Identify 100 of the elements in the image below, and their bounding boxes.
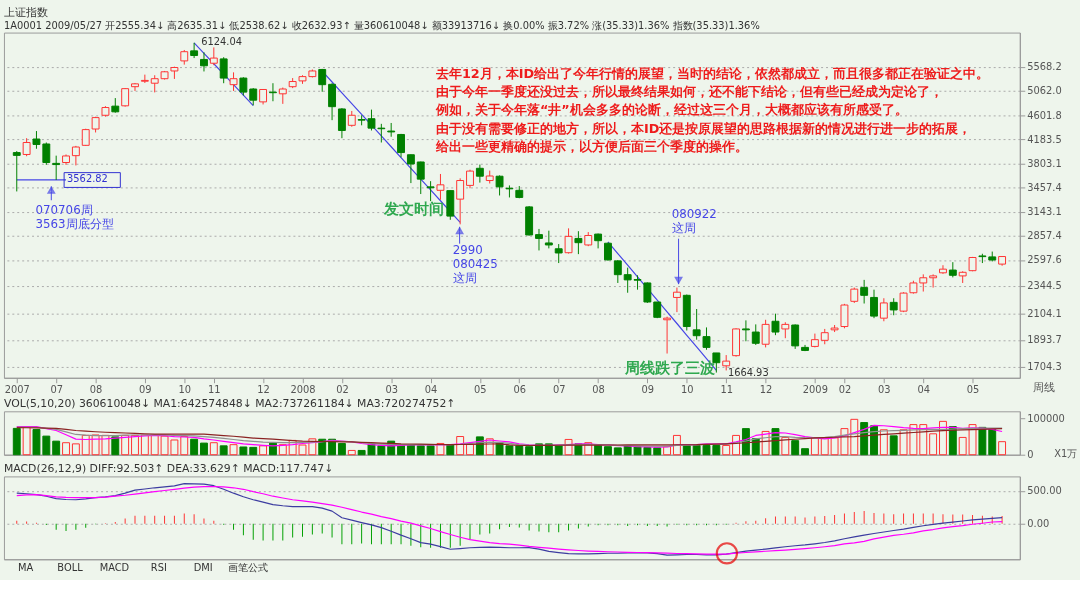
y-tick-label: 5062.0 <box>1027 85 1062 97</box>
x-tick-label: 05 <box>474 384 487 396</box>
candlestick <box>52 155 61 181</box>
bar <box>535 443 543 456</box>
bar <box>337 442 346 456</box>
candlestick <box>328 82 337 121</box>
candlestick <box>121 87 130 108</box>
bar <box>131 434 139 456</box>
bar <box>682 444 691 456</box>
bar <box>52 440 61 456</box>
candlestick <box>791 323 800 350</box>
y-tick-label: 4183.5 <box>1027 133 1062 145</box>
candlestick <box>268 82 277 102</box>
candlestick <box>564 227 573 255</box>
x-tick-label: 12 <box>257 384 270 396</box>
y-tick-label: 1893.7 <box>1027 334 1062 346</box>
bar <box>268 442 277 456</box>
x-tick-label: 10 <box>681 384 694 396</box>
y-tick-label: 3803.1 <box>1027 157 1062 169</box>
x-tick-label: 2007 <box>4 384 30 396</box>
candlestick <box>436 173 445 201</box>
bar <box>278 444 287 456</box>
y-tick-label: 4601.8 <box>1027 109 1062 121</box>
annotation: 例如，关于今年落“井”机会多多的论断，经过这三个月，大概都应该有所感受了。 <box>434 102 908 118</box>
bar <box>12 427 21 456</box>
bar <box>801 448 809 456</box>
y-tick-label: 3143.1 <box>1027 206 1062 218</box>
candlestick <box>426 180 435 202</box>
y-tick-label: 5568.2 <box>1027 61 1062 73</box>
candlestick <box>879 297 888 322</box>
candlestick <box>771 313 780 336</box>
bar <box>209 442 218 456</box>
bar <box>249 446 258 456</box>
candlestick <box>840 303 849 329</box>
bar <box>653 447 662 456</box>
candlestick <box>337 107 346 139</box>
annotation: 2990 080425 这周 <box>452 243 498 286</box>
x-tick-label: 12 <box>759 384 773 396</box>
y-tick-label: 1704.3 <box>1027 361 1062 373</box>
x-tick-label: 03 <box>878 384 891 396</box>
candlestick <box>229 71 238 92</box>
candlestick <box>406 153 415 184</box>
x-tick-label: 02 <box>336 384 349 396</box>
bar <box>22 426 31 456</box>
candlestick <box>672 287 681 313</box>
bar <box>466 443 474 456</box>
candlestick <box>939 264 947 275</box>
x-tick-label: 11 <box>720 384 733 396</box>
annotation: 由于没有需要修正的地方，所以，本ID还是按原展望的思路根据新的情况进行进一步的拓展， <box>435 120 972 136</box>
bar <box>791 440 800 456</box>
candlestick <box>741 319 750 342</box>
candlestick <box>870 289 878 319</box>
bar <box>62 442 70 456</box>
candlestick <box>751 323 760 346</box>
x-axis-title: 周线 <box>1033 381 1055 395</box>
y-tick-label: 2597.6 <box>1027 254 1062 266</box>
chart-title: MACD(26,12,9) DIFF:92.503↑ DEA:33.629↑ MACD:117.747↓ <box>3 462 334 476</box>
bar <box>446 444 455 456</box>
bar <box>544 443 553 456</box>
bar <box>525 446 534 456</box>
bar <box>810 437 819 456</box>
annotation: 6124.04 <box>201 36 242 48</box>
x-tick-label: 08 <box>89 384 103 396</box>
annotation: 1664.93 <box>727 366 769 378</box>
candlestick <box>190 42 199 59</box>
candlestick <box>456 177 465 225</box>
candlestick <box>239 76 248 97</box>
annotation: 由于今年一季度还没过去，所以最终结果如何，还不能下结论，但有些已经成为定论了， <box>435 84 943 100</box>
candlestick <box>860 279 869 305</box>
candlestick <box>475 164 484 184</box>
annotation: 080922 这周 <box>671 207 717 235</box>
text: 画笔公式 <box>227 562 268 574</box>
text: MA <box>18 562 34 574</box>
bar <box>889 435 898 456</box>
x-tick-label: 06 <box>513 384 527 396</box>
x-tick-label: 04 <box>424 384 438 396</box>
candlestick <box>140 74 149 84</box>
bar <box>140 434 149 456</box>
candlestick <box>22 137 31 157</box>
x-tick-label: 02 <box>838 384 852 396</box>
x-tick-label: 07 <box>552 384 566 396</box>
candlestick <box>200 51 208 72</box>
x-tick-label: 2008 <box>290 384 316 396</box>
y-tick-label: 500.00 <box>1027 485 1062 497</box>
x-tick-label: 05 <box>966 384 980 396</box>
x-tick-label: 11 <box>208 384 221 396</box>
bar <box>239 446 248 456</box>
bar <box>929 433 938 456</box>
y-tick-label: 0 <box>1027 449 1034 461</box>
candlestick <box>613 259 622 284</box>
annotation: 去年12月，本ID给出了今年行情的展望，当时的结论，依然都成立，而且很多都正在验证之中。 <box>434 65 990 81</box>
chart-title: 上证指数 <box>3 5 48 19</box>
candlestick <box>131 82 139 92</box>
text: DMI <box>193 562 213 574</box>
candlestick <box>574 230 583 255</box>
x-tick-label: 10 <box>178 384 192 396</box>
y-tick-label: 100000 <box>1027 413 1065 424</box>
text: BOLL <box>57 562 84 574</box>
bar <box>318 438 327 456</box>
bar <box>613 447 622 456</box>
